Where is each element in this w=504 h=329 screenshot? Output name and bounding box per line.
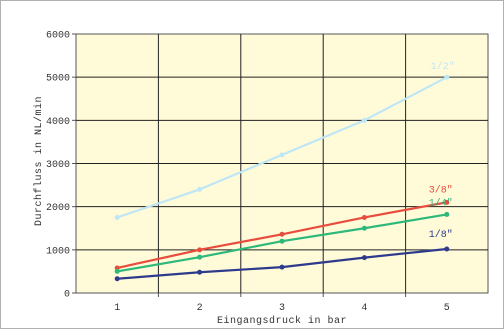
y-axis-title: Durchfluss in NL/min	[33, 96, 45, 226]
data-point	[361, 117, 367, 123]
axes	[72, 33, 407, 297]
data-point	[279, 231, 285, 237]
data-point	[197, 254, 203, 260]
y-tick-label: 3000	[46, 160, 70, 171]
data-point	[361, 225, 367, 231]
series-layer	[114, 74, 450, 282]
data-point	[444, 211, 450, 217]
data-point	[197, 269, 203, 275]
data-point	[444, 199, 450, 205]
x-axis-title: Eingangsdruck in bar	[217, 315, 347, 327]
data-point	[114, 265, 120, 271]
x-tick-label: 5	[444, 303, 450, 314]
data-point	[114, 268, 120, 274]
series-label: 1/8"	[429, 229, 453, 241]
y-tick-label: 4000	[46, 117, 70, 128]
data-point	[444, 246, 450, 252]
data-point	[197, 186, 203, 192]
data-point	[279, 238, 285, 244]
series-label: 1/2"	[431, 61, 455, 73]
x-tick-label: 2	[197, 303, 203, 314]
series-label: 3/8"	[429, 184, 453, 196]
data-point	[361, 214, 367, 220]
x-tick-label: 4	[361, 303, 367, 314]
data-point	[114, 214, 120, 220]
data-point	[444, 74, 450, 80]
series-label: 1/4"	[429, 197, 453, 209]
y-tick-label: 6000	[46, 31, 70, 42]
data-point	[197, 247, 203, 253]
y-tick-label: 1000	[46, 246, 70, 257]
data-point	[279, 264, 285, 270]
x-tick-label: 1	[114, 303, 120, 314]
y-tick-label: 2000	[46, 203, 70, 214]
data-point	[279, 152, 285, 158]
x-tick-label: 3	[279, 303, 285, 314]
y-tick-label: 5000	[46, 74, 70, 85]
y-tick-label: 0	[64, 290, 70, 301]
data-point	[361, 255, 367, 261]
data-point	[114, 276, 120, 282]
